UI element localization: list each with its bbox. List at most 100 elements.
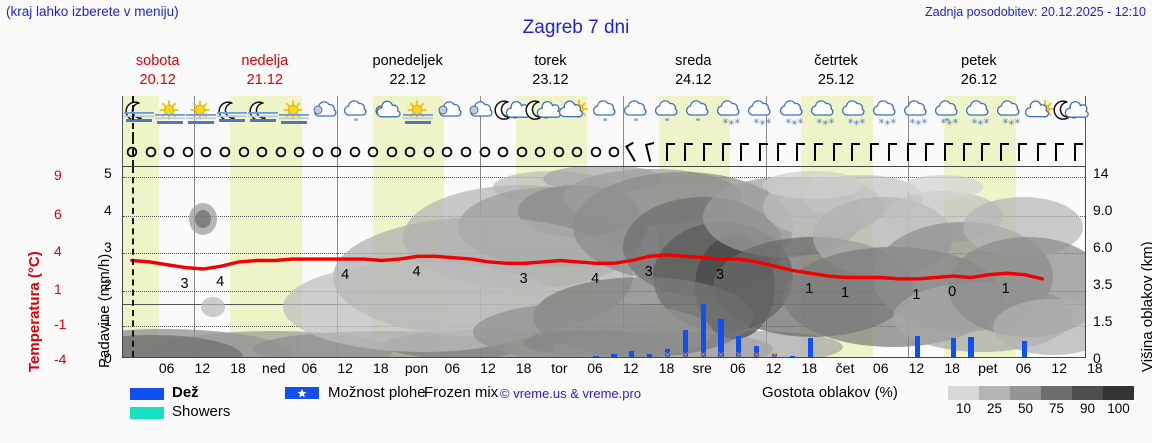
svg-text:✳: ✳ bbox=[921, 117, 928, 126]
cloudheight-tick-2: 6.0 bbox=[1093, 239, 1113, 255]
calm-wind-icon-9 bbox=[288, 142, 310, 162]
legend: Dež Showers Možnost plohe Frozen mix © v… bbox=[0, 384, 1152, 442]
day-separator-1 bbox=[194, 96, 196, 138]
cloud-density-label: Gostota oblakov (%) bbox=[762, 384, 898, 401]
calm-wind-icon-16 bbox=[418, 142, 440, 162]
calm-wind-icon-5 bbox=[214, 142, 236, 162]
time-tick-10: 18 bbox=[515, 360, 532, 376]
wind-barb-icon bbox=[814, 143, 824, 161]
day-separator-5 bbox=[765, 96, 767, 138]
weather-icon-21: ✳ ✳ ✳ bbox=[777, 98, 807, 136]
precip-bar-37 bbox=[789, 356, 796, 357]
wind-barb-icon bbox=[943, 143, 953, 161]
copyright-link[interactable]: © vreme.us & vreme.pro bbox=[500, 386, 642, 401]
day-header-5: četrtek 25.12 bbox=[765, 52, 908, 90]
day-date: 23.12 bbox=[532, 72, 569, 88]
svg-text:": " bbox=[665, 117, 669, 127]
time-tick-25: 12 bbox=[1051, 360, 1067, 376]
wind-barb-icon bbox=[869, 143, 879, 161]
wind-barb-icon bbox=[832, 143, 842, 161]
precip-tick-4: 1 bbox=[104, 313, 112, 329]
day-header-1: nedelja 21.12 bbox=[193, 52, 336, 90]
weather-icon-16: " bbox=[621, 98, 651, 136]
temp-point-label-1: 4 bbox=[216, 274, 225, 291]
day-band-5 bbox=[801, 96, 873, 138]
temperature-path bbox=[130, 253, 1045, 281]
calm-wind-icon-8 bbox=[270, 142, 292, 162]
cloud-drizzle-icon: " bbox=[655, 100, 678, 127]
circle-icon bbox=[608, 146, 620, 158]
precip-bar-47 bbox=[968, 336, 974, 357]
circle-icon bbox=[164, 146, 175, 158]
calm-wind-icon-19 bbox=[474, 142, 496, 162]
calm-wind-icon-13 bbox=[362, 142, 384, 162]
cloud-snow-icon: ✳ ✳ ✳ bbox=[966, 100, 990, 128]
weather-icon-25: ✳ ✳ ✳ bbox=[901, 98, 931, 136]
moon-cloudy-icon bbox=[1053, 100, 1090, 120]
weather-icon-18: " bbox=[683, 98, 713, 136]
calm-wind-icon-11 bbox=[325, 142, 347, 162]
legend-label-showers: Showers bbox=[172, 403, 231, 420]
svg-text:✳: ✳ bbox=[890, 117, 897, 126]
wind-barb-icon bbox=[645, 142, 655, 162]
circle-icon bbox=[516, 146, 527, 158]
svg-text:✳: ✳ bbox=[983, 117, 990, 126]
cloud-drizzle-icon: " bbox=[624, 100, 647, 127]
time-tick-11: tor bbox=[551, 360, 568, 376]
day-name: ponedeljek bbox=[372, 53, 443, 69]
wind-barb-icon bbox=[925, 143, 935, 161]
calm-wind-icon-6 bbox=[233, 142, 255, 162]
svg-text:✳: ✳ bbox=[878, 117, 885, 126]
wind-barb-icon-51 bbox=[1067, 142, 1089, 162]
legend-swatch-showers bbox=[130, 407, 164, 419]
day-separator-2 bbox=[337, 138, 339, 166]
day-name: sobota bbox=[135, 53, 180, 69]
circle-icon bbox=[534, 146, 546, 158]
moon-cloudy-icon bbox=[525, 100, 561, 120]
wind-barb-icon bbox=[906, 143, 916, 161]
day-separator-1 bbox=[194, 167, 196, 357]
cloud-blob-37 bbox=[763, 171, 863, 199]
cloud-sleet-icon: ✳ ✳ ✳" bbox=[935, 100, 959, 128]
svg-text:✳: ✳ bbox=[977, 119, 984, 128]
temp-tick-1: 6 bbox=[54, 206, 62, 222]
svg-text:✳: ✳ bbox=[734, 117, 741, 126]
cloud-blob-7 bbox=[123, 335, 243, 357]
time-tick-22: 18 bbox=[944, 360, 960, 376]
legend-label-chance: Možnost plohe bbox=[328, 384, 426, 401]
weather-icon-3 bbox=[216, 98, 247, 136]
precip-bar-34 bbox=[736, 335, 742, 357]
svg-text:✳: ✳ bbox=[791, 119, 798, 128]
day-date: 22.12 bbox=[389, 72, 426, 88]
cloud-density-tick-2: 50 bbox=[1017, 401, 1034, 416]
time-tick-18: 18 bbox=[801, 360, 818, 376]
svg-text:✳: ✳ bbox=[940, 117, 947, 126]
precip-bar-33 bbox=[718, 319, 724, 357]
wind-barb-icon-28 bbox=[640, 142, 662, 162]
day-header-4: sreda 24.12 bbox=[622, 52, 765, 90]
day-name: petek bbox=[961, 53, 997, 69]
time-tick-8: 06 bbox=[444, 360, 461, 376]
svg-text:✳: ✳ bbox=[853, 119, 860, 128]
svg-text:✳: ✳ bbox=[728, 119, 735, 128]
svg-text:✳: ✳ bbox=[884, 119, 891, 128]
day-date: 26.12 bbox=[960, 72, 998, 88]
legend-swatch-chance bbox=[285, 387, 319, 399]
circle-icon bbox=[460, 146, 472, 158]
svg-text:": " bbox=[354, 117, 358, 127]
calm-wind-icon-15 bbox=[399, 142, 421, 162]
weather-icon-11 bbox=[466, 98, 496, 136]
temp-point-label-2: 4 bbox=[341, 267, 350, 284]
precip-bar-50 bbox=[1021, 341, 1028, 357]
weather-icon-13 bbox=[525, 98, 561, 136]
circle-icon bbox=[479, 146, 490, 158]
calm-wind-icon-4 bbox=[195, 142, 217, 162]
temp-point-label-0: 3 bbox=[180, 275, 189, 292]
circle-icon bbox=[256, 146, 268, 158]
wind-barb-icon-35 bbox=[770, 142, 792, 162]
calm-wind-icon-12 bbox=[344, 142, 366, 162]
weather-icon-0 bbox=[123, 98, 154, 136]
day-separator-1 bbox=[194, 138, 196, 166]
wind-barb-icon-46 bbox=[974, 142, 996, 162]
wind-barb-icon-27 bbox=[622, 141, 644, 162]
